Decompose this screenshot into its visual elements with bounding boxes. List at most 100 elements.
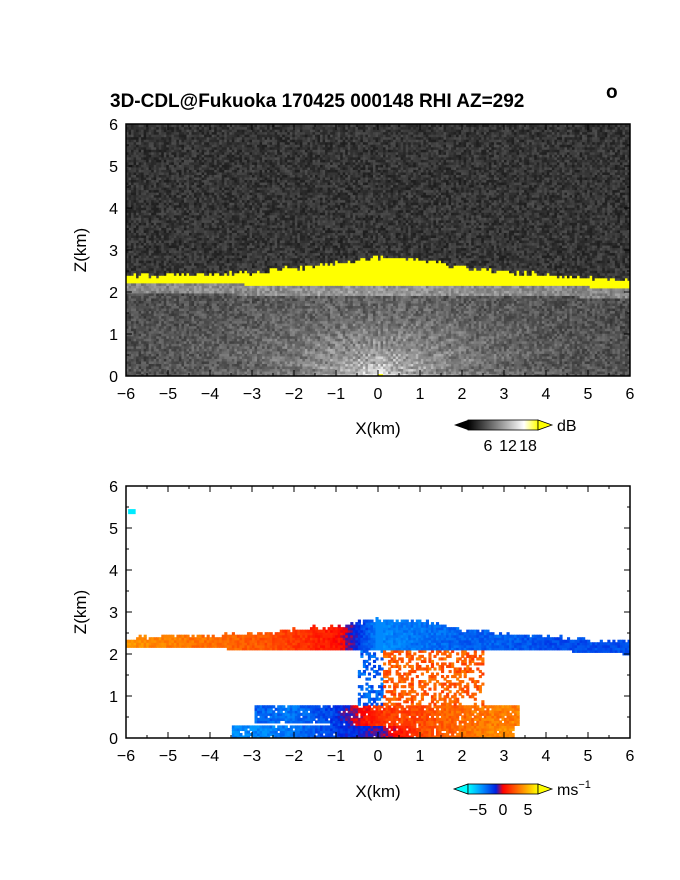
intensity-cell (138, 197, 142, 201)
intensity-cell (153, 368, 157, 372)
intensity-cell (126, 363, 130, 367)
intensity-cell (128, 247, 132, 251)
intensity-cell (126, 141, 130, 145)
intensity-cell (136, 131, 140, 135)
intensity-cell (141, 214, 145, 218)
intensity-cell (148, 217, 152, 221)
intensity-cell (141, 307, 145, 312)
intensity-cell (143, 345, 147, 349)
intensity-cell (133, 171, 137, 175)
intensity-cell (153, 197, 157, 201)
intensity-cell (138, 187, 142, 191)
intensity-cell (136, 184, 140, 188)
intensity-cell (133, 156, 137, 160)
intensity-cell (136, 338, 140, 342)
intensity-cell (151, 313, 155, 317)
intensity-cell (156, 129, 160, 133)
intensity-cell (153, 244, 157, 249)
intensity-cell (131, 365, 135, 370)
intensity-cell (153, 227, 157, 231)
intensity-cell (158, 260, 162, 264)
intensity-cell (148, 247, 152, 251)
intensity-cell (131, 310, 135, 314)
intensity-cell (156, 265, 160, 269)
intensity-cell (153, 265, 157, 269)
intensity-cell (146, 257, 150, 261)
intensity-cell (148, 197, 152, 201)
intensity-cell (141, 179, 145, 183)
intensity-cell (131, 350, 135, 354)
intensity-cell (131, 260, 135, 264)
intensity-cell (128, 270, 132, 274)
intensity-cell (156, 224, 160, 228)
intensity-cell (151, 262, 155, 266)
intensity-cell (133, 219, 137, 223)
intensity-cell (158, 265, 162, 269)
intensity-cell (136, 234, 140, 238)
intensity-cell (143, 318, 147, 322)
intensity-cell (156, 353, 160, 357)
intensity-cell (131, 247, 135, 251)
intensity-cell (136, 202, 140, 206)
intensity-cell (126, 250, 130, 254)
intensity-cell (158, 373, 162, 376)
intensity-cell (138, 237, 142, 241)
intensity-cell (126, 370, 130, 375)
intensity-cell (141, 192, 145, 196)
intensity-cell (136, 129, 140, 133)
intensity-cell (151, 139, 155, 143)
intensity-cell (156, 194, 160, 198)
intensity-cell (126, 247, 130, 251)
intensity-cell (153, 353, 157, 357)
intensity-cell (138, 280, 142, 284)
intensity-cell (156, 179, 160, 183)
intensity-cell (128, 217, 132, 221)
intensity-cell (151, 166, 155, 170)
intensity-cell (156, 373, 160, 376)
intensity-cell (131, 360, 135, 364)
intensity-cell (138, 315, 142, 319)
intensity-cell (153, 320, 157, 324)
intensity-cell (133, 343, 137, 347)
intensity-cell (138, 151, 142, 155)
intensity-cell (126, 179, 130, 183)
intensity-cell (138, 136, 142, 140)
intensity-cell (133, 363, 137, 367)
intensity-cell (151, 184, 155, 188)
intensity-cell (153, 272, 157, 276)
intensity-cell (136, 265, 140, 269)
intensity-cell (133, 353, 137, 357)
intensity-cell (151, 154, 155, 158)
intensity-cell (148, 277, 152, 281)
intensity-cell (136, 192, 140, 196)
intensity-cell (156, 234, 160, 238)
intensity-cell (158, 204, 162, 208)
intensity-cell (146, 239, 150, 244)
intensity-cell (143, 292, 147, 296)
intensity-cell (141, 222, 145, 226)
intensity-cell (158, 363, 162, 367)
intensity-cell (158, 232, 162, 236)
intensity-cell (131, 222, 135, 226)
intensity-cell (158, 330, 162, 334)
intensity-cell (126, 126, 130, 130)
intensity-cell (153, 189, 157, 193)
intensity-cell (148, 275, 152, 279)
intensity-cell (133, 222, 137, 226)
intensity-cell (156, 262, 160, 266)
intensity-cell (141, 305, 145, 309)
intensity-cell (128, 318, 132, 322)
intensity-cell (146, 328, 150, 332)
intensity-cell (131, 202, 135, 206)
intensity-cell (151, 146, 155, 150)
intensity-cell (158, 325, 162, 329)
intensity-cell (136, 171, 140, 175)
intensity-cell (133, 338, 137, 342)
intensity-cell (126, 232, 130, 236)
intensity-cell (156, 280, 160, 284)
intensity-cell (151, 239, 155, 244)
intensity-cell (126, 373, 130, 376)
intensity-cell (138, 134, 142, 138)
intensity-cell (151, 272, 155, 276)
intensity-cell (146, 267, 150, 271)
